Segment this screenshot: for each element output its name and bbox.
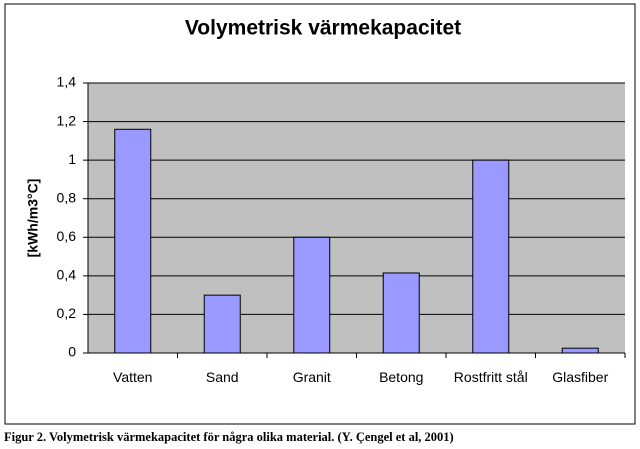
x-tick-label: Rostfritt stål: [453, 369, 528, 385]
y-tick-label: 0,6: [57, 228, 77, 244]
bar: [203, 294, 241, 354]
y-tick-label: 0: [68, 344, 76, 360]
y-tick-label: 0,2: [57, 305, 77, 321]
bar: [472, 159, 510, 354]
x-tick-label: Granit: [292, 369, 331, 385]
y-tick-label: 1: [68, 151, 76, 167]
caption: Figur 2. Volymetrisk värmekapacitet för …: [4, 430, 454, 444]
plot-area: [88, 83, 625, 353]
x-tick-label: Sand: [205, 369, 239, 385]
chart-title: Volymetrisk värmekapacitet: [185, 17, 461, 40]
y-tick-label: 0,8: [57, 189, 77, 205]
y-tick-label: 1,4: [57, 74, 77, 90]
x-tick-label: Vatten: [113, 369, 153, 385]
bar: [114, 128, 152, 354]
y-tick-label: 0,4: [57, 267, 77, 283]
y-axis-label: [kWh/m3°C]: [25, 179, 41, 258]
bar: [561, 347, 599, 354]
x-tick-label: Betong: [379, 369, 424, 385]
x-tick-label: Glasfiber: [552, 369, 609, 385]
bar: [382, 272, 420, 354]
y-tick-label: 1,2: [57, 112, 77, 128]
bar: [293, 236, 331, 354]
